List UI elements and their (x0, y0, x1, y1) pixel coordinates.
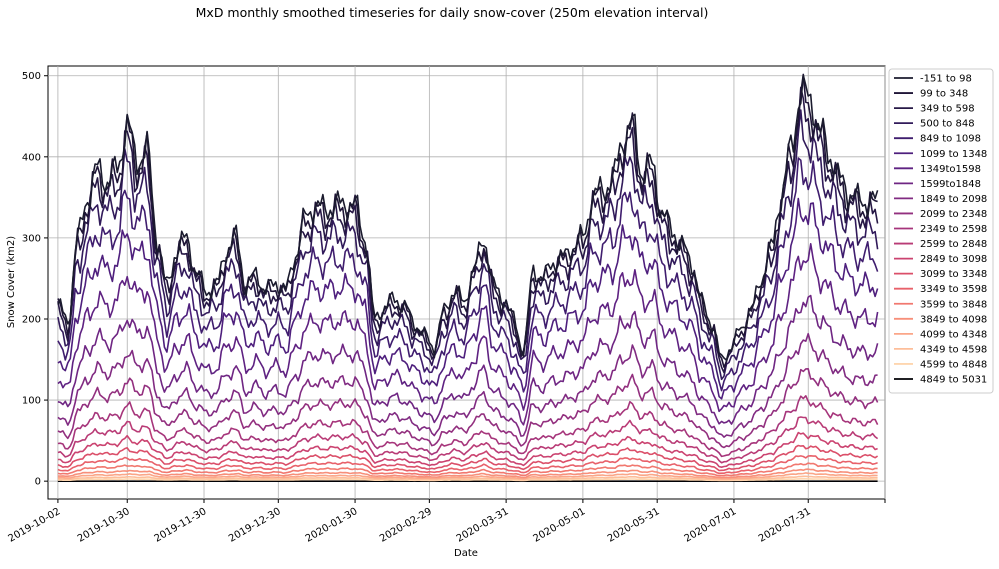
x-tick-label: 2019-11-30 (153, 506, 209, 545)
x-tick-label: 2020-05-01 (532, 506, 588, 545)
legend-label: 1099 to 1348 (920, 149, 987, 160)
y-tick-label: 300 (22, 233, 41, 244)
legend-label: 1349to1598 (920, 164, 981, 175)
legend-label: 3349 to 3598 (920, 284, 987, 295)
legend-label: 2849 to 3098 (920, 254, 987, 265)
legend-label: 4849 to 5031 (920, 375, 987, 386)
legend-label: 500 to 848 (920, 119, 975, 130)
series-line (57, 444, 879, 472)
y-axis-label: Snow Cover (km2) (6, 236, 17, 328)
series-line (57, 454, 878, 475)
series-line (57, 394, 879, 458)
series-line (57, 73, 878, 368)
legend: -151 to 98 99 to 348 349 to 598 500 to 848 8… (888, 68, 994, 394)
legend-label: 3099 to 3348 (920, 269, 987, 280)
x-tick-label: 2019-10-30 (76, 506, 132, 545)
y-tick-label: 500 (22, 71, 41, 82)
series-line (57, 294, 879, 426)
legend-label: 4599 to 4848 (920, 359, 987, 370)
x-tick-label: 2019-10-02 (7, 506, 63, 545)
legend-label: 3599 to 3848 (920, 299, 987, 310)
x-tick-label: 2020-07-01 (683, 506, 739, 545)
y-tick-label: 0 (35, 477, 41, 488)
series-line (57, 475, 878, 481)
legend-label: 4099 to 4348 (920, 329, 987, 340)
x-tick-label: 2020-07-31 (757, 506, 813, 545)
y-tick-label: 400 (22, 152, 41, 163)
legend-label: 349 to 598 (920, 104, 975, 115)
series-lines (57, 73, 879, 483)
legend-label: 849 to 1098 (920, 134, 981, 145)
x-tick-label: 2020-02-29 (378, 506, 434, 545)
x-tick-label: 2020-03-31 (455, 506, 511, 545)
legend-label: 3849 to 4098 (920, 314, 987, 325)
legend-label: 1849 to 2098 (920, 194, 987, 205)
series-line (57, 477, 878, 482)
series-line (57, 462, 878, 477)
x-tick-label: 2020-01-30 (304, 506, 360, 545)
legend-label: 1599to1848 (920, 179, 981, 190)
legend-label: 2349 to 2598 (920, 224, 987, 235)
legend-label: 2099 to 2348 (920, 209, 987, 220)
x-tick-label: 2019-12-30 (227, 506, 283, 545)
x-tick-label: 2020-05-31 (606, 506, 662, 545)
legend-label: -151 to 98 (920, 74, 972, 85)
x-axis-label: Date (454, 548, 478, 559)
series-line (57, 367, 879, 449)
series-line (57, 197, 879, 400)
chart-title: MxD monthly smoothed timeseries for dail… (196, 5, 709, 20)
series-line (57, 109, 879, 381)
series-line (57, 86, 879, 374)
series-line (57, 468, 878, 479)
series-line (57, 472, 878, 480)
series-line (57, 416, 879, 464)
series-line (57, 157, 879, 392)
series-line (57, 431, 878, 469)
legend-label: 2599 to 2848 (920, 239, 987, 250)
series-line (57, 74, 879, 362)
y-tick-label: 100 (22, 396, 41, 407)
y-tick-label: 200 (22, 314, 41, 325)
series-line (57, 243, 879, 413)
legend-label: 4349 to 4598 (920, 344, 987, 355)
legend-label: 99 to 348 (920, 89, 968, 100)
legend-box (888, 68, 994, 394)
series-line (57, 332, 878, 438)
